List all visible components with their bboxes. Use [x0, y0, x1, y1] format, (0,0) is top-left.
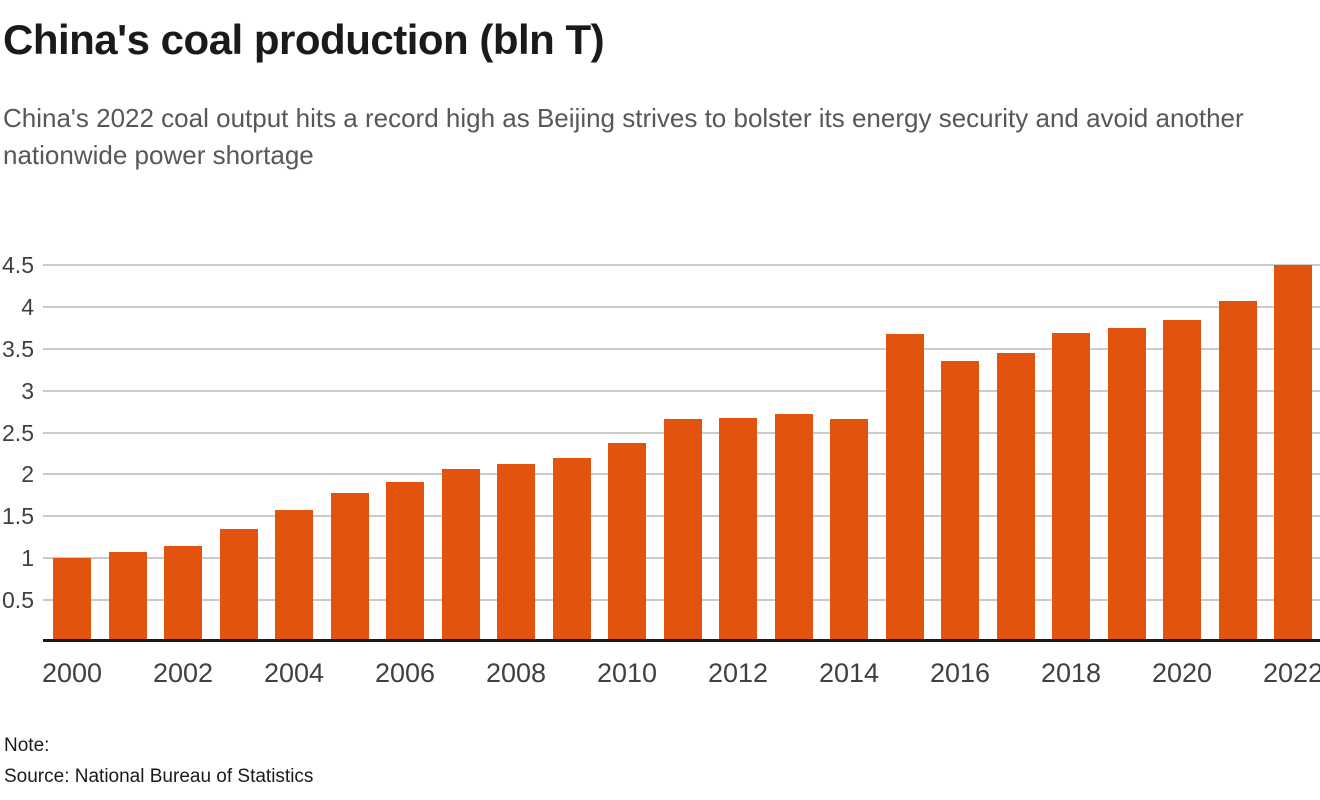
- y-axis-tick-label: 4.5: [2, 252, 34, 279]
- bar-2022: [1274, 265, 1312, 642]
- bar-2019: [1107, 327, 1146, 642]
- chart-title: China's coal production (bln T): [3, 16, 605, 63]
- x-axis-tick-label: 2006: [374, 658, 436, 688]
- x-axis-tick-label: 2000: [41, 658, 103, 688]
- y-axis-tick-label: 0.5: [2, 586, 34, 613]
- bar-2020: [1163, 320, 1201, 642]
- bar-2011: [663, 419, 702, 642]
- x-axis-tick-label: 2018: [1040, 658, 1102, 688]
- bar-2014: [830, 419, 868, 642]
- y-gridline: [43, 264, 1320, 267]
- bar-2021: [1218, 301, 1257, 642]
- bar-2003: [219, 528, 258, 642]
- bar-2017: [996, 353, 1035, 642]
- y-gridline: [43, 306, 1320, 308]
- bar-2013: [774, 414, 813, 642]
- x-axis-tick-label: 2016: [929, 658, 991, 688]
- x-axis-tick-label: 2008: [485, 658, 547, 688]
- x-axis-tick-label: 2012: [707, 658, 769, 688]
- source-label: Source: National Bureau of Statistics: [4, 766, 314, 787]
- bar-2005: [330, 492, 369, 642]
- bar-2015: [885, 333, 924, 642]
- bar-2010: [608, 442, 646, 642]
- bar-2006: [386, 481, 424, 642]
- y-axis-tick-label: 2.5: [2, 419, 34, 446]
- x-axis-tick-label: 2020: [1151, 658, 1213, 688]
- bar-2001: [108, 552, 147, 642]
- x-axis-line: [43, 639, 1320, 643]
- x-axis-tick-label: 2014: [818, 658, 880, 688]
- bar-2007: [441, 469, 480, 642]
- chart-subtitle: China's 2022 coal output hits a record h…: [3, 103, 1244, 170]
- x-axis-tick-label: 2022: [1262, 658, 1320, 688]
- y-axis-tick-label: 1.5: [2, 503, 34, 530]
- y-axis-tick-label: 4: [21, 294, 34, 320]
- bar-2016: [941, 360, 979, 642]
- x-axis-tick-label: 2002: [152, 658, 214, 688]
- bar-2018: [1052, 332, 1090, 642]
- bar-2002: [164, 545, 202, 642]
- y-axis-tick-label: 3: [21, 377, 34, 404]
- x-axis-tick-label: 2010: [596, 658, 658, 688]
- y-gridline: [43, 347, 1320, 350]
- y-axis-tick-label: 3.5: [2, 335, 34, 362]
- bar-2000: [53, 558, 91, 642]
- note-label: Note:: [4, 735, 50, 756]
- y-gridline: [43, 389, 1320, 392]
- bar-2012: [719, 418, 757, 642]
- y-axis-tick-label: 1: [21, 545, 34, 572]
- x-axis-tick-label: 2004: [263, 658, 325, 688]
- bar-2008: [497, 463, 535, 642]
- bar-2009: [552, 457, 591, 642]
- y-axis-tick-label: 2: [21, 461, 34, 488]
- bar-2004: [275, 509, 313, 642]
